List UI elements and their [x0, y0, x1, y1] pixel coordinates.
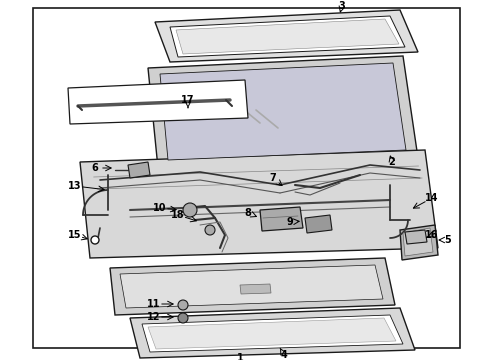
- Circle shape: [205, 225, 215, 235]
- Text: 11: 11: [147, 299, 161, 309]
- Polygon shape: [405, 230, 427, 244]
- Text: 18: 18: [171, 210, 185, 220]
- Polygon shape: [260, 207, 303, 231]
- Polygon shape: [130, 308, 415, 358]
- Polygon shape: [68, 80, 248, 124]
- Bar: [33, 8, 460, 348]
- Polygon shape: [176, 19, 399, 54]
- Polygon shape: [400, 225, 438, 260]
- Circle shape: [183, 203, 197, 217]
- Polygon shape: [110, 258, 395, 315]
- Text: 16: 16: [425, 230, 439, 240]
- Text: 8: 8: [245, 208, 251, 218]
- Polygon shape: [148, 318, 396, 349]
- Text: 7: 7: [270, 173, 276, 183]
- Polygon shape: [155, 10, 418, 62]
- Text: 13: 13: [68, 181, 82, 191]
- Text: 2: 2: [389, 157, 395, 167]
- Text: 10: 10: [153, 203, 167, 213]
- Polygon shape: [160, 63, 406, 160]
- Polygon shape: [128, 162, 150, 178]
- Circle shape: [178, 300, 188, 310]
- Text: 9: 9: [287, 217, 294, 227]
- Text: 6: 6: [92, 163, 98, 173]
- Circle shape: [91, 236, 99, 244]
- Text: 1: 1: [237, 353, 244, 360]
- Text: 17: 17: [181, 95, 195, 105]
- Text: 12: 12: [147, 312, 161, 322]
- Polygon shape: [120, 265, 383, 308]
- Polygon shape: [142, 315, 403, 352]
- Polygon shape: [80, 150, 438, 258]
- Circle shape: [178, 313, 188, 323]
- Text: 5: 5: [444, 235, 451, 245]
- Text: 4: 4: [281, 350, 287, 360]
- Text: 15: 15: [68, 230, 82, 240]
- Polygon shape: [403, 228, 433, 256]
- Text: 3: 3: [339, 1, 345, 11]
- Polygon shape: [170, 16, 405, 57]
- Polygon shape: [305, 215, 332, 233]
- Polygon shape: [148, 56, 418, 168]
- Text: 14: 14: [425, 193, 439, 203]
- Polygon shape: [240, 284, 271, 294]
